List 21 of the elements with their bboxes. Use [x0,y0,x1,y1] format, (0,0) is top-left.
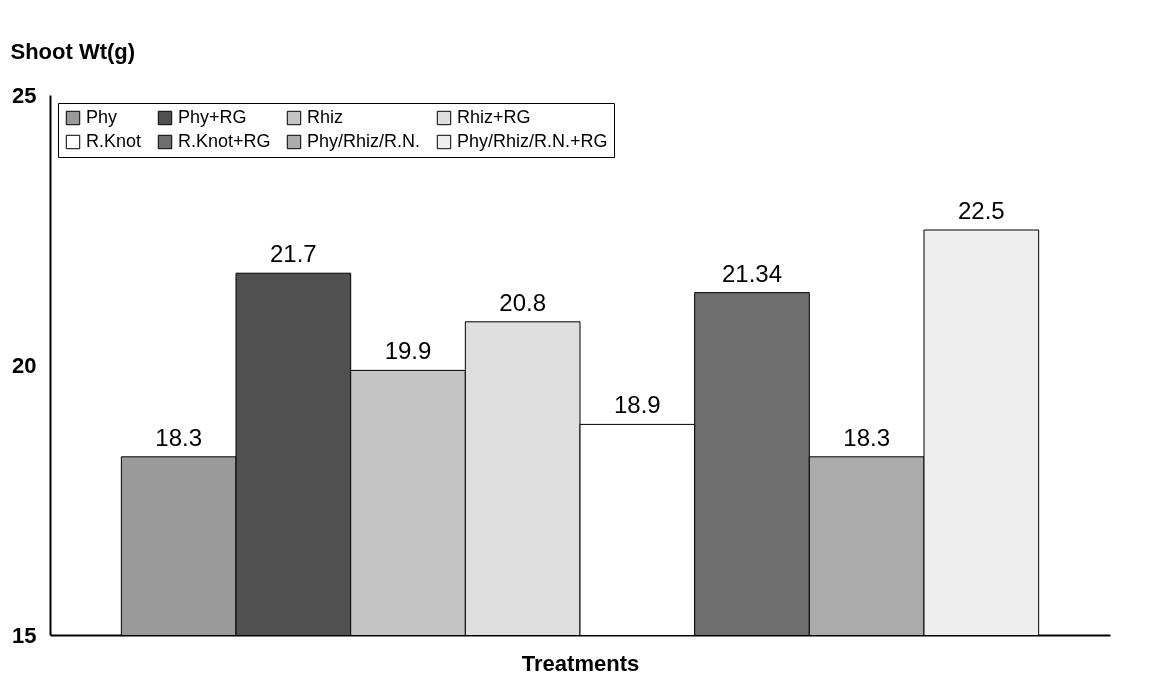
data-label: 19.9 [384,337,432,365]
y-axis-title: Shoot Wt(g) [10,38,136,64]
data-label: 18.9 [613,391,661,419]
data-label: 18.3 [843,423,891,451]
legend-label: Phy/Rhiz/R.N.+RG [457,131,608,151]
data-label: 21.7 [269,240,317,268]
y-tick-label: 20 [12,352,37,378]
legend-label: Rhiz+RG [457,107,531,127]
legend-label: R.Knot+RG [178,131,271,151]
data-label: 22.5 [957,197,1005,224]
legend-label: R.Knot [86,131,142,151]
legend-label: Phy/Rhiz/R.N. [307,131,421,151]
y-tick-label: 15 [12,622,37,648]
x-axis-title: Treatments [521,650,640,676]
legend-label: Rhiz [307,107,344,127]
data-label: 20.8 [499,288,547,316]
data-label: 21.34 [721,259,783,287]
y-tick-label: 25 [12,82,37,108]
data-label: 18.3 [155,423,203,451]
legend-label: Phy+RG [178,107,247,127]
legend-label: Phy [86,107,118,127]
